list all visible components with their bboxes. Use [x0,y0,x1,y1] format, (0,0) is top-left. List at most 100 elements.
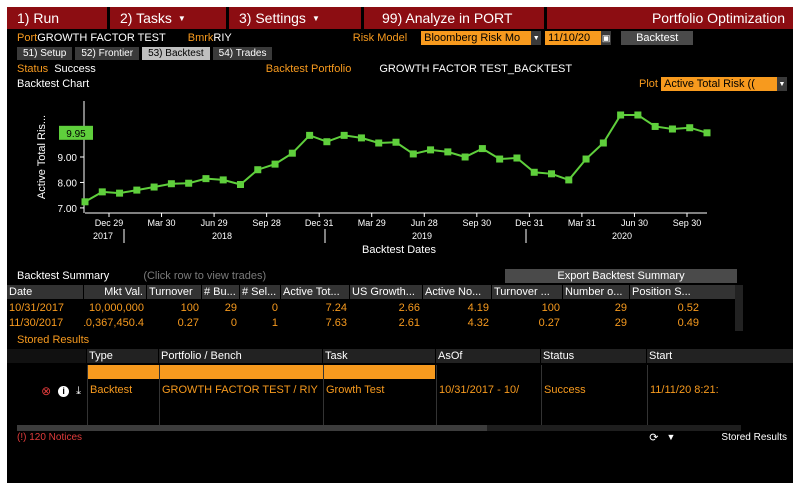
x-tick-label: Mar 31 [568,218,596,228]
notices-link[interactable]: (!) 120 Notices [17,431,83,443]
x-tick-label: Dec 29 [95,218,124,228]
info-icon[interactable]: i [58,385,70,397]
x-tick-label: Jun 28 [411,218,438,228]
data-point [582,155,590,163]
port-value[interactable]: GROWTH FACTOR TEST [37,32,166,44]
risk-model-dropdown[interactable]: Bloomberg Risk Mo [421,31,532,45]
sub-tab-bar: 51) Setup 52) Frontier 53) Backtest 54) … [17,46,275,60]
scrollbar-thumb[interactable] [17,425,487,431]
data-point [323,138,331,146]
table-row[interactable]: 11/30/2017 10,367,450.4 0.27 0 1 7.63 2.… [7,316,735,330]
export-summary-button[interactable]: Export Backtest Summary [505,269,737,283]
current-value-marker [59,125,93,140]
column-divider [647,365,648,427]
cell-task: Growth Test [326,384,385,396]
col-date[interactable]: Date [7,285,84,299]
col-mkt-val[interactable]: Mkt Val. [84,285,147,299]
analyze-in-port-menu[interactable]: 99) Analyze in PORT [364,7,544,29]
cell-sells: 1 [271,317,278,329]
col-turnover[interactable]: Turnover [147,285,202,299]
col-active-nonfactor[interactable]: Active No... [423,285,492,299]
cell-turnover: 100 [180,302,199,314]
risk-model-label: Risk Model [352,32,408,44]
x-year-label: 2018 [212,231,232,241]
x-tick-label: Dec 31 [305,218,334,228]
refresh-icon[interactable]: ⟳ [649,431,659,444]
chevron-down-icon[interactable]: ▼ [777,77,787,91]
data-point [81,198,89,206]
col-buys[interactable]: # Bu... [202,285,240,299]
tab-backtest[interactable]: 53) Backtest [142,46,210,60]
column-divider [87,365,88,427]
footer-bar: (!) 120 Notices ⟳ ▼ Stored Results [17,430,787,444]
stored-result-row[interactable]: ⊗ i ⤓ Backtest GROWTH FACTOR TEST / RIY … [7,383,793,399]
cell-active-total: 7.24 [325,302,347,314]
bmrk-label: Bmrk [187,32,214,44]
col-task[interactable]: Task [323,349,436,363]
data-point [703,129,711,137]
bmrk-value[interactable]: RIY [213,32,232,44]
col-position-size[interactable]: Position S... [632,286,691,298]
table-row[interactable]: 10/31/2017 10,000,000 100 29 0 7.24 2.66… [7,301,735,315]
settings-menu[interactable]: 3) Settings ▼ [229,7,361,29]
plot-dropdown[interactable]: Active Total Risk (( [661,77,777,91]
data-point [634,111,642,119]
col-asof[interactable]: AsOf [436,349,541,363]
x-axis-label: Backtest Dates [362,244,436,256]
data-point [98,188,106,196]
data-point [409,150,417,158]
data-point [271,160,279,168]
summary-scrollbar[interactable] [735,285,743,331]
col-actions [7,349,87,363]
col-number-of[interactable]: Number o... [563,285,630,299]
plot-label: Plot [639,78,658,90]
col-active-total[interactable]: Active Tot... [281,285,350,299]
date-field[interactable]: 11/10/20 [545,31,602,45]
summary-hint: (Click row to view trades) [143,270,267,282]
chevron-down-icon[interactable]: ▼ [531,31,542,45]
x-tick-label: Mar 30 [148,218,176,228]
settings-menu-label: 3) Settings [239,10,306,26]
row-actions: ⊗ i ⤓ [7,383,87,399]
data-point [392,138,400,146]
cell-us-growth: 2.61 [398,317,420,329]
series-line [84,114,708,203]
tasks-menu[interactable]: 2) Tasks ▼ [110,7,226,29]
column-divider [159,365,160,427]
cell-date: 10/31/2017 [9,302,65,314]
col-us-growth[interactable]: US Growth... [350,285,423,299]
col-type[interactable]: Type [87,349,159,363]
col-start[interactable]: Start [649,350,673,362]
menu-bar: 1) Run 2) Tasks ▼ 3) Settings ▼ 99) Analyz… [7,7,793,29]
col-portfolio-bench[interactable]: Portfolio / Bench [159,349,323,363]
stored-horizontal-scrollbar[interactable] [17,425,741,431]
cell-number-of: 29 [614,317,627,329]
column-divider [323,365,324,427]
data-point [254,166,262,174]
tab-frontier[interactable]: 52) Frontier [75,46,140,60]
col-status[interactable]: Status [541,349,647,363]
col-sells[interactable]: # Sel... [240,285,281,299]
backtest-chart: Active Total Ris... 7.00 8.00 9.00 9.95 Dec 2… [36,101,711,256]
download-icon[interactable]: ⤓ [76,384,81,397]
delete-icon[interactable]: ⊗ [41,384,52,398]
backtest-button[interactable]: Backtest [621,31,694,45]
cell-asof: 10/31/2017 - 10/ [439,384,520,396]
tasks-menu-label: 2) Tasks [120,10,172,26]
stored-results-heading: Stored Results [17,333,89,347]
col-turnover-2[interactable]: Turnover ... [492,285,563,299]
cell-status: Success [544,384,586,396]
chevron-down-icon: ▼ [311,13,320,23]
x-tick-label: Mar 29 [358,218,386,228]
stored-filter-bar[interactable] [88,365,435,379]
cell-buys: 0 [230,317,237,329]
stored-results-footer-label: Stored Results [721,431,787,443]
tab-trades[interactable]: 54) Trades [212,46,273,60]
calendar-icon[interactable]: ▣ [601,31,612,45]
chevron-down-icon[interactable]: ▼ [666,432,676,442]
run-menu[interactable]: 1) Run [7,7,107,29]
current-value-label: 9.95 [66,129,86,140]
data-point [375,139,383,147]
x-year-label: 2020 [612,231,632,241]
tab-setup[interactable]: 51) Setup [17,46,73,60]
